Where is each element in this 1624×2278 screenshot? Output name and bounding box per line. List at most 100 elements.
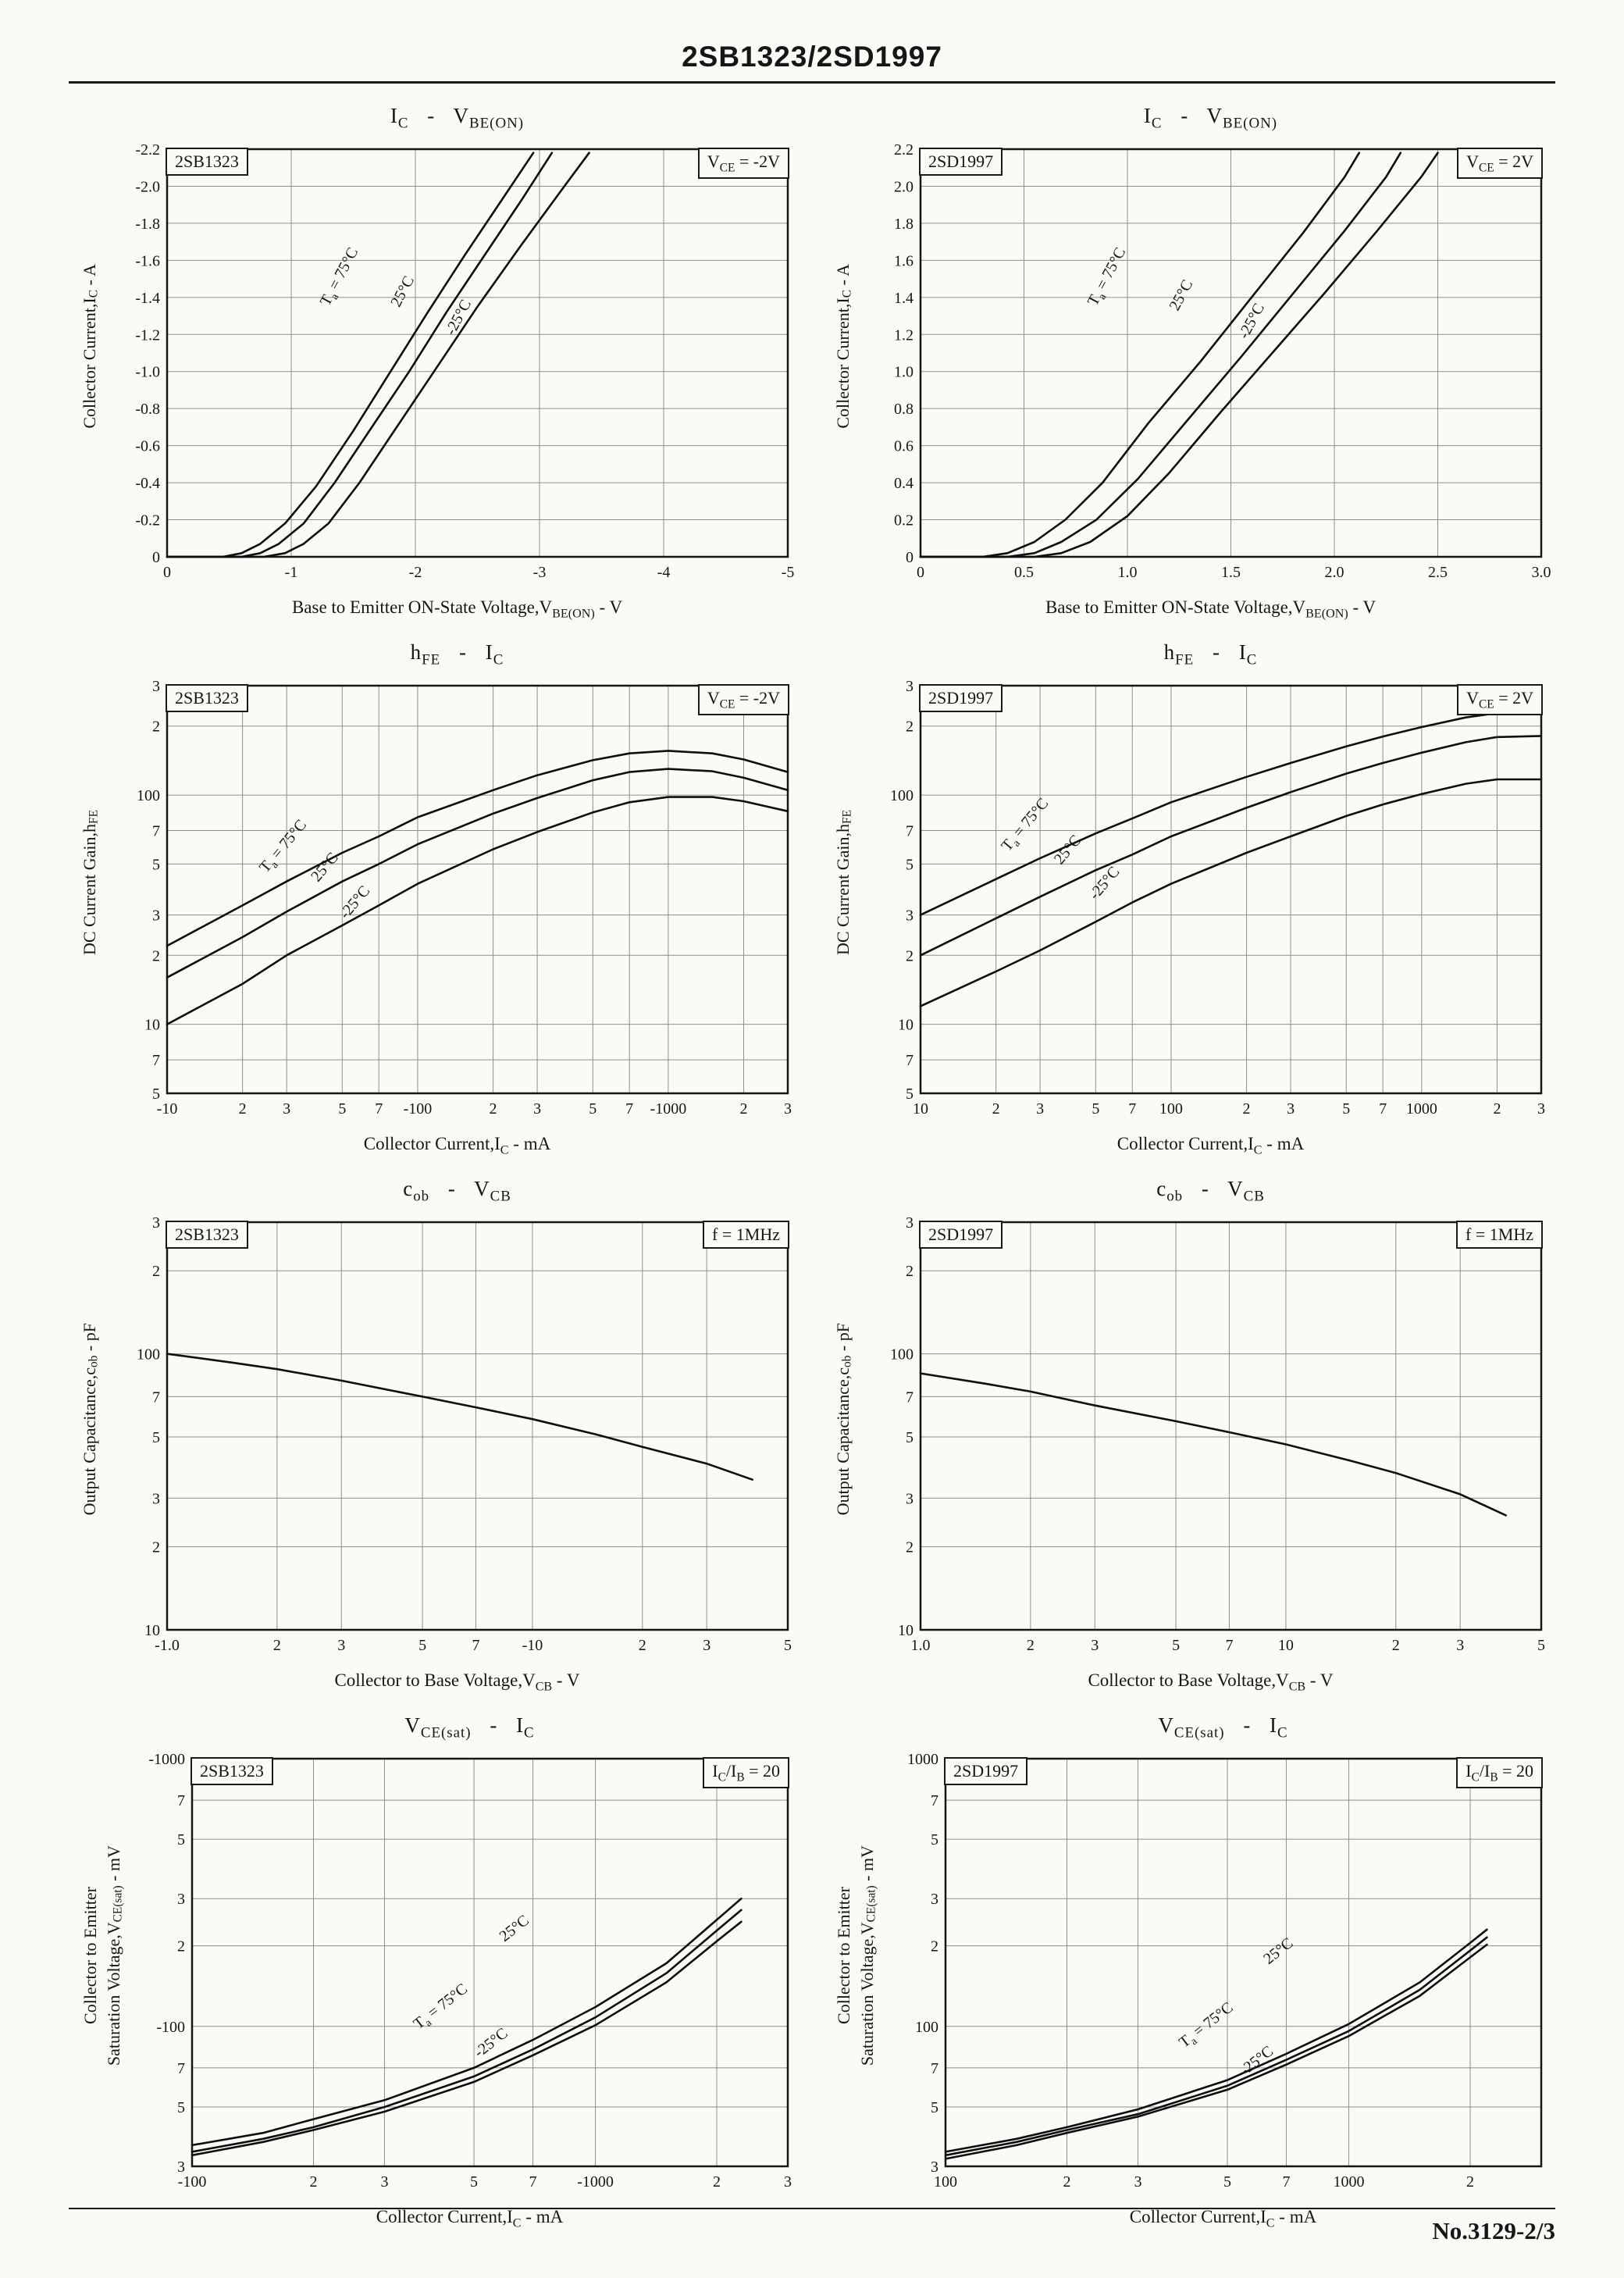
x-tick-label: -4: [657, 564, 671, 581]
chart-title: hFE - IC: [410, 640, 504, 668]
x-tick-label: 5: [470, 2173, 478, 2191]
x-axis-label: Base to Emitter ON-State Voltage,VBE(ON)…: [1045, 597, 1376, 621]
x-tick-label: 0.5: [1014, 564, 1034, 581]
series-label-ta-75c: Ta​ = 75°C: [317, 245, 365, 311]
y-tick-label: 2.2: [894, 141, 914, 159]
curve-ta-m25c: [191, 1920, 743, 2157]
x-tick-label: 5: [589, 1100, 597, 1118]
x-axis-label: Base to Emitter ON-State Voltage,VBE(ON)…: [291, 597, 623, 621]
x-tick-label: 100: [1159, 1100, 1183, 1118]
x-tick-label: 7: [1379, 1100, 1387, 1118]
x-tick-label: -10: [157, 1100, 178, 1118]
x-tick-label: 2: [1466, 2173, 1474, 2191]
x-tick-label: 5: [1537, 1637, 1545, 1654]
x-tick-label: -5: [782, 564, 795, 581]
series-label-ta-m25c: -25°C: [1086, 864, 1124, 904]
y-tick-label: 5: [152, 1086, 160, 1103]
x-tick-label: 3.0: [1532, 564, 1551, 581]
y-tick-label: 100: [137, 1346, 160, 1364]
plot-svg: 0 0.5 1.0 1.5 2.0 2.5 3.0 0 0.2 0.4 0.6 0.8 1.0 1.2 1.…: [894, 141, 1551, 581]
chart-title: cob - VCB: [403, 1176, 511, 1205]
x-tick-label: 3: [1036, 1100, 1044, 1118]
y-axis-label-line: Saturation Voltage,VCE(sat) - mV: [857, 1845, 878, 2066]
series-label-ta-25c: 25°C: [1166, 277, 1196, 314]
x-tick-label: 7: [529, 2173, 537, 2191]
y-tick-label: 3: [152, 1491, 160, 1508]
y-tick-label: 3: [152, 678, 160, 695]
y-tick-label: 0: [152, 549, 160, 566]
y-tick-label: 10: [144, 1622, 160, 1639]
plot-border: [944, 1758, 1543, 2168]
plot-svg: 1.0 2 3 5 7 10 2 3 5 10 2 3 5 7 100 2 3: [890, 1214, 1545, 1654]
curve-ta-m25c: [919, 779, 1543, 1008]
y-tick-label: 100: [890, 787, 914, 804]
grid-lines: [920, 685, 1542, 1094]
x-tick-label: 10: [1278, 1637, 1294, 1654]
x-tick-label: 1000: [1334, 2173, 1365, 2191]
x-tick-label: -2: [409, 564, 422, 581]
y-tick-label: 10: [898, 1622, 914, 1639]
series-label-ta-25c: 25°C: [1260, 1934, 1296, 1968]
series-label-ta-75c: Ta​ = 75°C: [998, 795, 1054, 857]
x-tick-label: 1.5: [1221, 564, 1241, 581]
y-tick-label: 7: [906, 1052, 914, 1069]
y-tick-label: -0.2: [135, 512, 160, 529]
x-tick-label: 7: [472, 1637, 479, 1654]
chart-cob-vcb-2sb1323: Output Capacitance,cob - pF cob - VCB -1.0…: [69, 1177, 802, 1695]
y-tick-label: -1.4: [135, 290, 160, 307]
device-label: 2SB1323: [166, 148, 248, 176]
tick-labels: 100 2 3 5 7 1000 2 3 5 7 100 2 3 5 7 1000: [907, 1751, 1474, 2191]
x-tick-label: -3: [533, 564, 547, 581]
y-tick-label: 5: [177, 1832, 185, 1849]
curve-ta-75c: [919, 152, 1361, 558]
x-tick-label: 2: [1392, 1637, 1400, 1654]
condition-label: IC/IB = 20: [1456, 1757, 1543, 1789]
curve-cob: [919, 1372, 1507, 1517]
x-tick-label: 5: [418, 1637, 426, 1654]
y-tick-label: 0.8: [894, 401, 914, 419]
y-axis-label: Output Capacitance,cob - pF: [69, 1177, 112, 1661]
y-axis-label-line: Collector Current,IC - A: [80, 263, 101, 429]
x-tick-label: 100: [934, 2173, 957, 2191]
x-tick-label: 7: [1283, 2173, 1291, 2191]
y-axis-label-line: DC Current Gain,hFE: [80, 809, 101, 955]
curve-ta-75c: [191, 1909, 743, 2154]
y-tick-label: 3: [152, 1214, 160, 1232]
device-label: 2SD1997: [919, 148, 1003, 176]
y-tick-label: 2: [152, 1264, 160, 1281]
y-axis-label: DC Current Gain,hFE: [69, 640, 112, 1125]
x-tick-label: 2: [713, 2173, 721, 2191]
y-tick-label: 7: [152, 1389, 160, 1406]
x-tick-label: 5: [1172, 1637, 1180, 1654]
y-tick-label: 7: [152, 823, 160, 840]
x-tick-label: 2: [273, 1637, 281, 1654]
y-tick-label: 5: [152, 1429, 160, 1446]
x-tick-label: -1000: [650, 1100, 687, 1118]
y-axis-label-line: Saturation Voltage,VCE(sat) - mV: [104, 1845, 125, 2066]
chart-ic-vbe-2sb1323: Collector Current,IC - A IC - VBE(ON) 0 -1 -…: [69, 104, 802, 622]
x-tick-label: 3: [1091, 1637, 1099, 1654]
curve-ta-m25c: [166, 152, 590, 558]
x-tick-label: 1000: [1406, 1100, 1437, 1118]
x-tick-label: 2: [490, 1100, 497, 1118]
y-tick-label: 0: [906, 549, 914, 566]
y-tick-label: 7: [177, 1792, 185, 1809]
x-axis-label: Collector Current,IC - mA: [363, 1134, 551, 1157]
chart-hfe-ic-2sd1997: DC Current Gain,hFE hFE - IC 10 2 3 5 7 100 2 3 5 7…: [822, 640, 1555, 1158]
x-tick-label: 2: [739, 1100, 747, 1118]
x-tick-label: -100: [404, 1100, 433, 1118]
y-axis-label: DC Current Gain,hFE: [822, 640, 866, 1125]
y-tick-label: 5: [931, 2099, 938, 2116]
page-number: No.3129-2/3: [1432, 2217, 1555, 2244]
y-tick-label: 3: [906, 678, 914, 695]
grid-lines: [920, 1221, 1542, 1631]
tick-labels: -1.0 2 3 5 7 -10 2 3 5 10 2 3 5 7 100 2 3: [137, 1214, 792, 1654]
y-tick-label: 7: [152, 1052, 160, 1069]
x-axis-label: Collector to Base Voltage,VCB - V: [1088, 1670, 1334, 1694]
y-tick-label: 3: [906, 907, 914, 925]
x-tick-label: 3: [337, 1637, 345, 1654]
series-label-ta-25c: 25°C: [497, 1912, 532, 1945]
x-tick-label: -100: [178, 2173, 207, 2191]
y-tick-label: 5: [906, 1086, 914, 1103]
